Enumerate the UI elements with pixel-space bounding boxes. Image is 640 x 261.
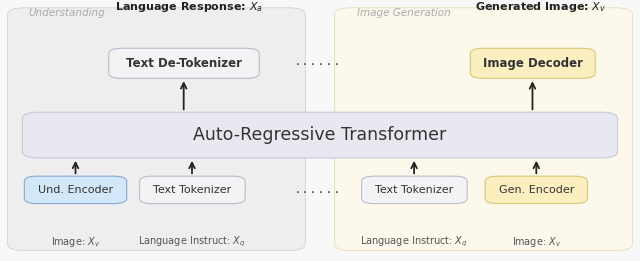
Text: Gen. Encoder: Gen. Encoder — [499, 185, 574, 195]
Text: Language Instruct: $X_q$: Language Instruct: $X_q$ — [138, 235, 246, 249]
FancyBboxPatch shape — [335, 8, 632, 251]
Text: Image Generation: Image Generation — [357, 8, 451, 18]
Text: Und. Encoder: Und. Encoder — [38, 185, 113, 195]
Text: Image Decoder: Image Decoder — [483, 57, 583, 70]
Text: Text Tokenizer: Text Tokenizer — [153, 185, 232, 195]
Text: Image: $X_v$: Image: $X_v$ — [511, 235, 561, 249]
FancyBboxPatch shape — [362, 176, 467, 204]
Text: Text Tokenizer: Text Tokenizer — [375, 185, 454, 195]
Text: Auto-Regressive Transformer: Auto-Regressive Transformer — [193, 126, 447, 144]
FancyBboxPatch shape — [109, 48, 259, 78]
Text: Language Instruct: $X_q$: Language Instruct: $X_q$ — [360, 235, 468, 249]
FancyBboxPatch shape — [140, 176, 245, 204]
Text: Understanding: Understanding — [29, 8, 106, 18]
Text: Text De-Tokenizer: Text De-Tokenizer — [126, 57, 242, 70]
FancyBboxPatch shape — [470, 48, 595, 78]
FancyBboxPatch shape — [22, 112, 618, 158]
Text: Image: $X_v$: Image: $X_v$ — [51, 235, 100, 249]
FancyBboxPatch shape — [485, 176, 588, 204]
FancyBboxPatch shape — [8, 8, 305, 251]
FancyBboxPatch shape — [24, 176, 127, 204]
Text: Generated Image: $X_v$: Generated Image: $X_v$ — [475, 0, 607, 14]
Text: Language Response: $X_a$: Language Response: $X_a$ — [115, 0, 263, 14]
Text: ......: ...... — [294, 55, 342, 68]
Text: ......: ...... — [294, 183, 342, 196]
